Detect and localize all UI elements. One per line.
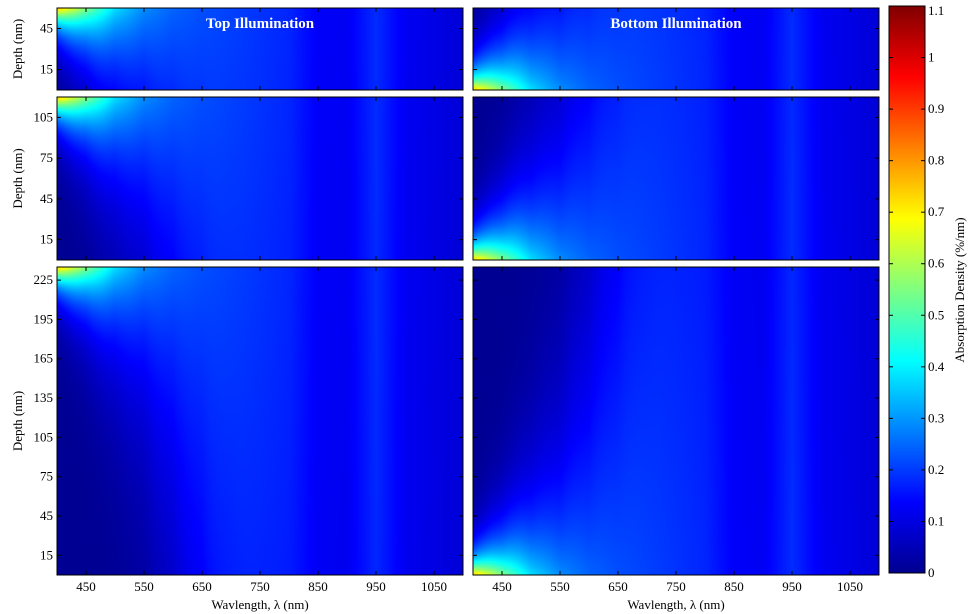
x-tick-label: 650 <box>192 579 212 594</box>
x-tick-label: 1050 <box>837 579 863 594</box>
y-tick-label: 45 <box>40 508 53 523</box>
y-tick-label: 225 <box>34 272 54 287</box>
y-axis-label: Depth (nm) <box>10 391 25 451</box>
colorbar-tick-label: 0 <box>928 565 935 580</box>
x-tick-label: 950 <box>366 579 386 594</box>
y-tick-label: 15 <box>40 62 53 77</box>
x-tick-label: 1050 <box>421 579 447 594</box>
colorbar-tick-label: 0.5 <box>928 307 944 322</box>
colorbar-tick-label: 0.3 <box>928 410 944 425</box>
heatmap-panels <box>57 8 879 575</box>
y-tick-label: 105 <box>34 109 54 124</box>
y-tick-label: 135 <box>34 390 54 405</box>
heatmap-top-illumination-row-2 <box>57 97 463 260</box>
x-tick-label: 550 <box>550 579 570 594</box>
x-tick-label: 750 <box>666 579 686 594</box>
colorbar: 0 0.1 0.2 0.3 0.4 0.5 0.6 0.7 0.8 0.9 1 1.1 <box>888 3 945 580</box>
x-tick-label: 450 <box>76 579 96 594</box>
x-axis-label: Wavlength, λ (nm) <box>211 597 308 612</box>
heatmap-bottom-illumination-row-3 <box>473 267 879 575</box>
y-tick-label: 75 <box>40 150 53 165</box>
x-tick-label: 850 <box>724 579 744 594</box>
heatmap-bottom-illumination-row-1 <box>473 8 879 90</box>
panel-title-top: Top Illumination <box>206 16 315 32</box>
heatmap-top-illumination-row-3 <box>57 267 463 575</box>
y-axis-label: Depth (nm) <box>10 19 25 79</box>
colorbar-tick-label: 0.1 <box>928 513 944 528</box>
x-axis-label: Wavlength, λ (nm) <box>627 597 724 612</box>
x-tick-label: 450 <box>492 579 512 594</box>
colorbar-tick-label: 1.1 <box>928 3 944 18</box>
panel-titles: Top Illumination Bottom Illumination <box>206 16 742 32</box>
y-tick-label: 165 <box>34 351 54 366</box>
y-tick-label: 45 <box>40 21 53 36</box>
x-tick-label: 550 <box>134 579 154 594</box>
heatmap-bottom-illumination-row-2 <box>473 97 879 260</box>
y-tick-label: 15 <box>40 547 53 562</box>
colorbar-tick-label: 0.7 <box>928 204 945 219</box>
x-tick-label: 650 <box>608 579 628 594</box>
colorbar-tick-label: 0.6 <box>928 256 945 271</box>
y-tick-label: 45 <box>40 191 53 206</box>
heatmap-top-illumination-row-1 <box>57 8 463 90</box>
colorbar-label: Absorption Density (%/nm) <box>952 217 967 362</box>
y-tick-label: 105 <box>34 429 54 444</box>
y-tick-label: 75 <box>40 469 53 484</box>
colorbar-gradient <box>888 5 926 574</box>
y-axis-label: Depth (nm) <box>10 148 25 208</box>
x-tick-label: 850 <box>308 579 328 594</box>
axes: 15 45 Depth (nm) 15 45 75 105 Depth (nm) 15 45 75 1… <box>10 7 880 612</box>
colorbar-tick-label: 0.2 <box>928 462 944 477</box>
colorbar-tick-label: 0.4 <box>928 359 945 374</box>
y-tick-label: 15 <box>40 232 53 247</box>
x-tick-label: 950 <box>782 579 802 594</box>
colorbar-tick-label: 0.8 <box>928 153 944 168</box>
panel-title-bottom: Bottom Illumination <box>610 16 742 32</box>
x-tick-label: 750 <box>250 579 270 594</box>
colorbar-tick-label: 1 <box>928 50 935 65</box>
y-tick-label: 195 <box>34 311 54 326</box>
colorbar-tick-label: 0.9 <box>928 101 944 116</box>
